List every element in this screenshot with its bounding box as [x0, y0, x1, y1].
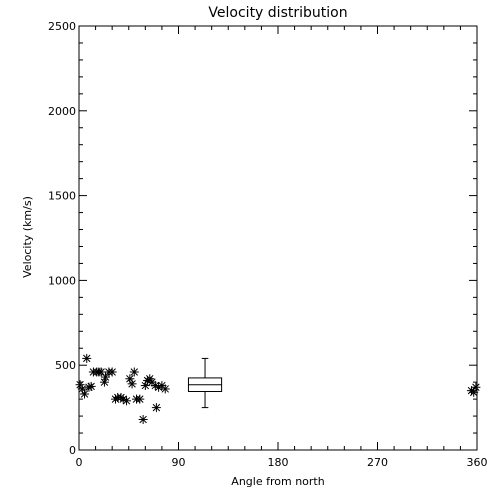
- y-axis-label: Velocity (km/s): [21, 196, 34, 278]
- data-point: [129, 367, 139, 377]
- y-tick-label: 1000: [48, 274, 76, 287]
- y-tick-label: 1500: [48, 190, 76, 203]
- boxplot: [187, 357, 223, 409]
- plot-frame: [78, 25, 478, 451]
- data-point: [138, 414, 148, 424]
- data-point: [86, 381, 96, 391]
- chart-title: Velocity distribution: [208, 5, 347, 21]
- data-point: [122, 396, 132, 406]
- y-axis-ticks: 0 500 1000 1500 2000 2500: [48, 20, 477, 457]
- x-tick-label: 0: [76, 456, 83, 469]
- scatter-points: [75, 353, 481, 424]
- data-point: [127, 379, 137, 389]
- data-point: [80, 389, 90, 399]
- data-point: [101, 372, 111, 382]
- y-tick-label: 500: [55, 359, 76, 372]
- y-tick-label: 0: [69, 444, 76, 457]
- x-tick-label: 90: [172, 456, 186, 469]
- x-axis-label: Angle from north: [231, 475, 324, 488]
- y-tick-label: 2000: [48, 105, 76, 118]
- data-point: [82, 353, 92, 363]
- data-point: [471, 382, 481, 392]
- x-tick-label: 180: [268, 456, 289, 469]
- data-point: [151, 403, 161, 413]
- x-tick-label: 270: [367, 456, 388, 469]
- x-axis-ticks: 0 90 180 270 360: [76, 26, 488, 469]
- x-tick-label: 360: [467, 456, 488, 469]
- data-point: [107, 367, 117, 377]
- plot-area-border: [78, 25, 478, 451]
- y-tick-label: 2500: [48, 20, 76, 33]
- data-point: [160, 384, 170, 394]
- data-point: [154, 382, 164, 392]
- data-point: [135, 394, 145, 404]
